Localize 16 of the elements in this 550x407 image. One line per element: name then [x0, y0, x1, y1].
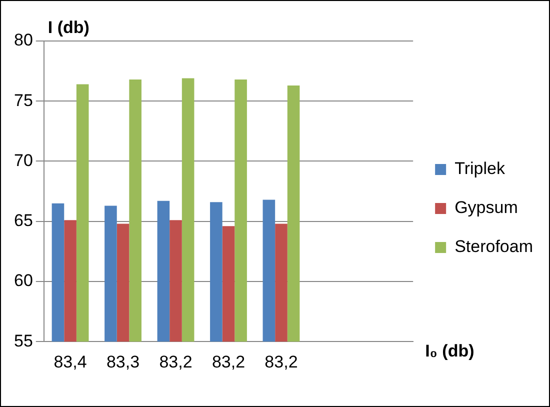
y-tick-label: 80	[14, 30, 33, 50]
y-tick-label: 65	[14, 211, 33, 230]
x-tick-label: 83,3	[106, 352, 140, 372]
legend-label: Triplek	[454, 159, 506, 178]
x-axis-title: I₀ (db)	[425, 341, 474, 360]
x-tick-label: 83,2	[212, 352, 246, 372]
legend-label: Gypsum	[454, 198, 518, 218]
y-tick-label: 55	[14, 331, 33, 350]
x-tick-label: 83,2	[159, 352, 192, 372]
y-tick-label: 70	[14, 150, 33, 170]
legend-label: Sterofoam	[454, 237, 534, 256]
y-tick-label: 60	[14, 271, 33, 290]
x-tick-label: 83,2	[264, 352, 298, 372]
y-axis-title: I (db)	[48, 18, 90, 38]
y-tick-label: 75	[14, 90, 33, 110]
x-tick-label: 83,4	[54, 352, 87, 372]
